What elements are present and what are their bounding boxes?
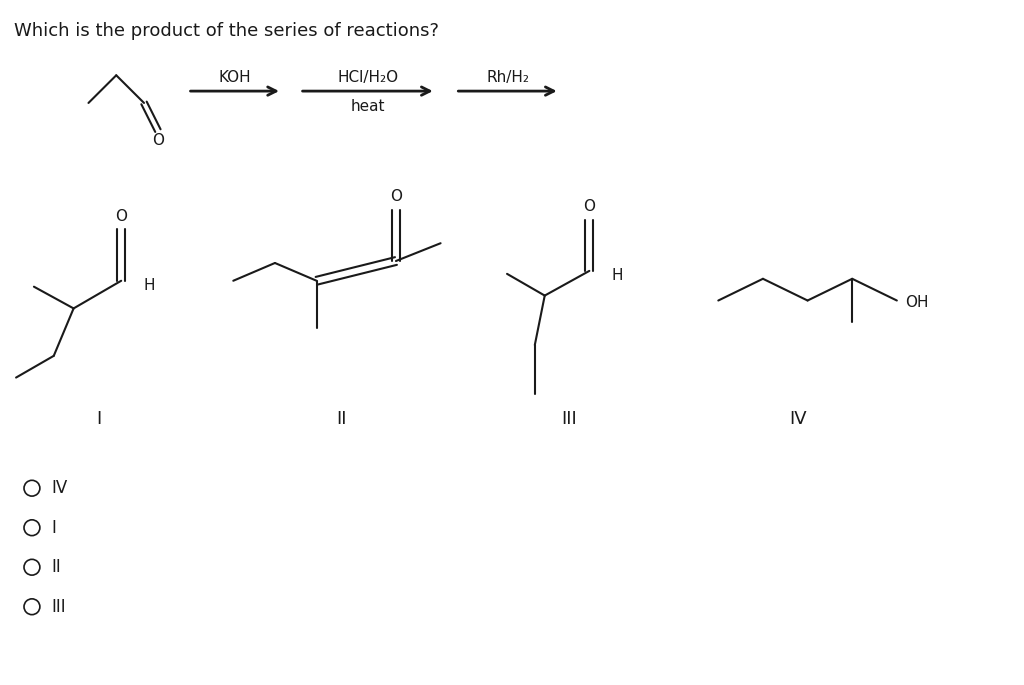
Text: III: III [52,598,67,616]
Text: O: O [390,189,402,204]
Text: O: O [152,133,164,148]
Text: IV: IV [788,410,807,428]
Text: H: H [611,269,623,284]
Text: II: II [336,410,347,428]
Text: I: I [52,519,56,537]
Text: III: III [561,410,578,428]
Text: Rh/H₂: Rh/H₂ [486,70,529,85]
Text: HCl/H₂O: HCl/H₂O [337,70,398,85]
Text: H: H [143,278,155,293]
Text: O: O [116,209,127,224]
Text: I: I [96,410,101,428]
Text: OH: OH [905,295,929,310]
Text: II: II [52,558,61,576]
Text: Which is the product of the series of reactions?: Which is the product of the series of re… [14,22,439,40]
Text: KOH: KOH [218,70,251,85]
Text: IV: IV [52,479,68,497]
Text: O: O [584,199,595,214]
Text: heat: heat [350,99,385,114]
